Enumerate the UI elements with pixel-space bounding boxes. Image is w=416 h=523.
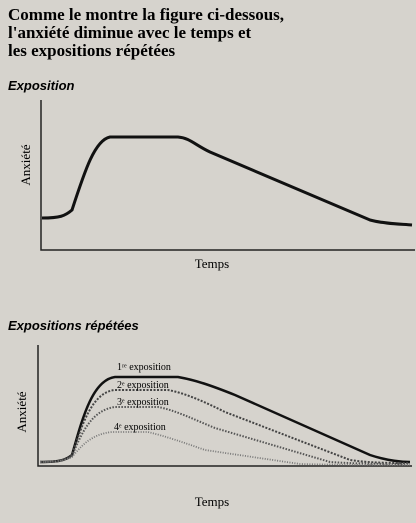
curve: [39, 431, 411, 466]
curve: [41, 135, 413, 227]
curve: [39, 389, 411, 464]
x-label: Temps: [195, 494, 229, 509]
x-label: Temps: [195, 256, 229, 271]
y-label: Anxiété: [18, 144, 33, 185]
curve-label: 1ʳᵉ exposition: [117, 362, 171, 373]
curve-label: 4ᵉ exposition: [114, 422, 166, 433]
axes: [37, 345, 412, 467]
figure-title: Exposition: [8, 78, 75, 93]
y-label: Anxiété: [14, 391, 29, 432]
title-line: les expositions répétées: [8, 41, 176, 60]
curve: [39, 406, 411, 465]
title-line: Comme le montre la figure ci-dessous,: [8, 5, 284, 24]
figure-title: Expositions répétées: [8, 318, 139, 333]
curve-label: 3ᵉ exposition: [117, 397, 169, 408]
axes: [40, 100, 415, 251]
curve-label: 2ᵉ exposition: [117, 380, 169, 391]
title-line: l'anxiété diminue avec le temps et: [8, 23, 251, 42]
